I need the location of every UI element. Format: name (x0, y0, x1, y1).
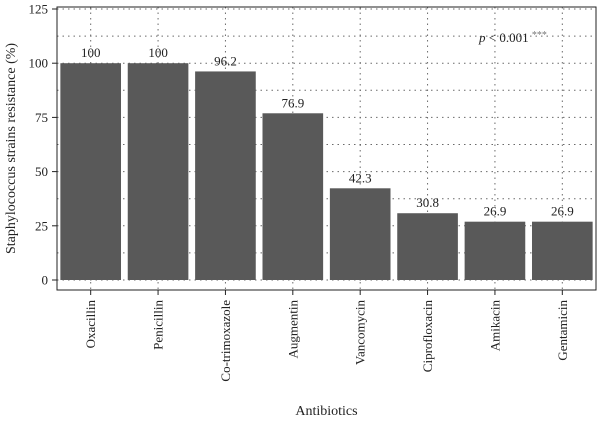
bar-value-label: 26.9 (484, 204, 507, 219)
y-tick-label: 100 (29, 56, 49, 71)
plot-frame (56, 6, 597, 291)
bar-value-label: 96.2 (214, 53, 237, 68)
x-tick-label: Penicillin (151, 300, 166, 350)
y-tick-label: 0 (42, 273, 49, 288)
bar (127, 63, 189, 281)
x-tick-label: Oxacillin (83, 300, 98, 349)
bar (464, 221, 526, 280)
x-tick-label: Ciprofloxacin (420, 300, 435, 373)
p-value-annotation: p < 0.001 *** (478, 30, 547, 45)
p-symbol: p (478, 30, 486, 45)
bar-value-label: 30.8 (416, 195, 439, 210)
y-tick-label: 25 (35, 218, 48, 233)
y-axis-title: Staphylococcus strains resistance (%) (4, 43, 19, 254)
bar (397, 213, 458, 280)
bar (262, 113, 324, 281)
bar (195, 71, 256, 280)
bar (329, 188, 391, 280)
p-threshold: < 0.001 (486, 30, 532, 45)
bar-value-label: 26.9 (551, 204, 574, 219)
y-tick-label: 125 (29, 2, 49, 17)
x-tick-label: Vancomycin (353, 300, 368, 365)
x-tick-label: Co-trimoxazole (218, 300, 233, 382)
x-axis-title: Antibiotics (295, 404, 357, 419)
data-labels: 100 100 96.2 76.9 42.3 30.8 26.9 26.9 (81, 45, 574, 218)
grid (57, 7, 596, 290)
bar-value-label: 100 (81, 45, 101, 60)
bars (60, 63, 593, 281)
y-tick-label: 50 (35, 164, 48, 179)
x-tick-label: Augmentin (285, 300, 300, 359)
bar-value-label: 76.9 (281, 95, 304, 110)
bar (531, 221, 593, 280)
x-axis: Oxacillin Penicillin Co-trimoxazole Augment… (83, 290, 570, 382)
x-tick-label: Gentamicin (555, 300, 570, 361)
bar (60, 63, 122, 281)
significance-stars: *** (532, 30, 547, 41)
x-tick-label: Amikacin (487, 300, 502, 352)
bar-value-label: 100 (148, 45, 168, 60)
y-axis: 0 25 50 75 100 125 (29, 2, 57, 288)
y-tick-label: 75 (35, 110, 48, 125)
bar-value-label: 42.3 (349, 170, 372, 185)
